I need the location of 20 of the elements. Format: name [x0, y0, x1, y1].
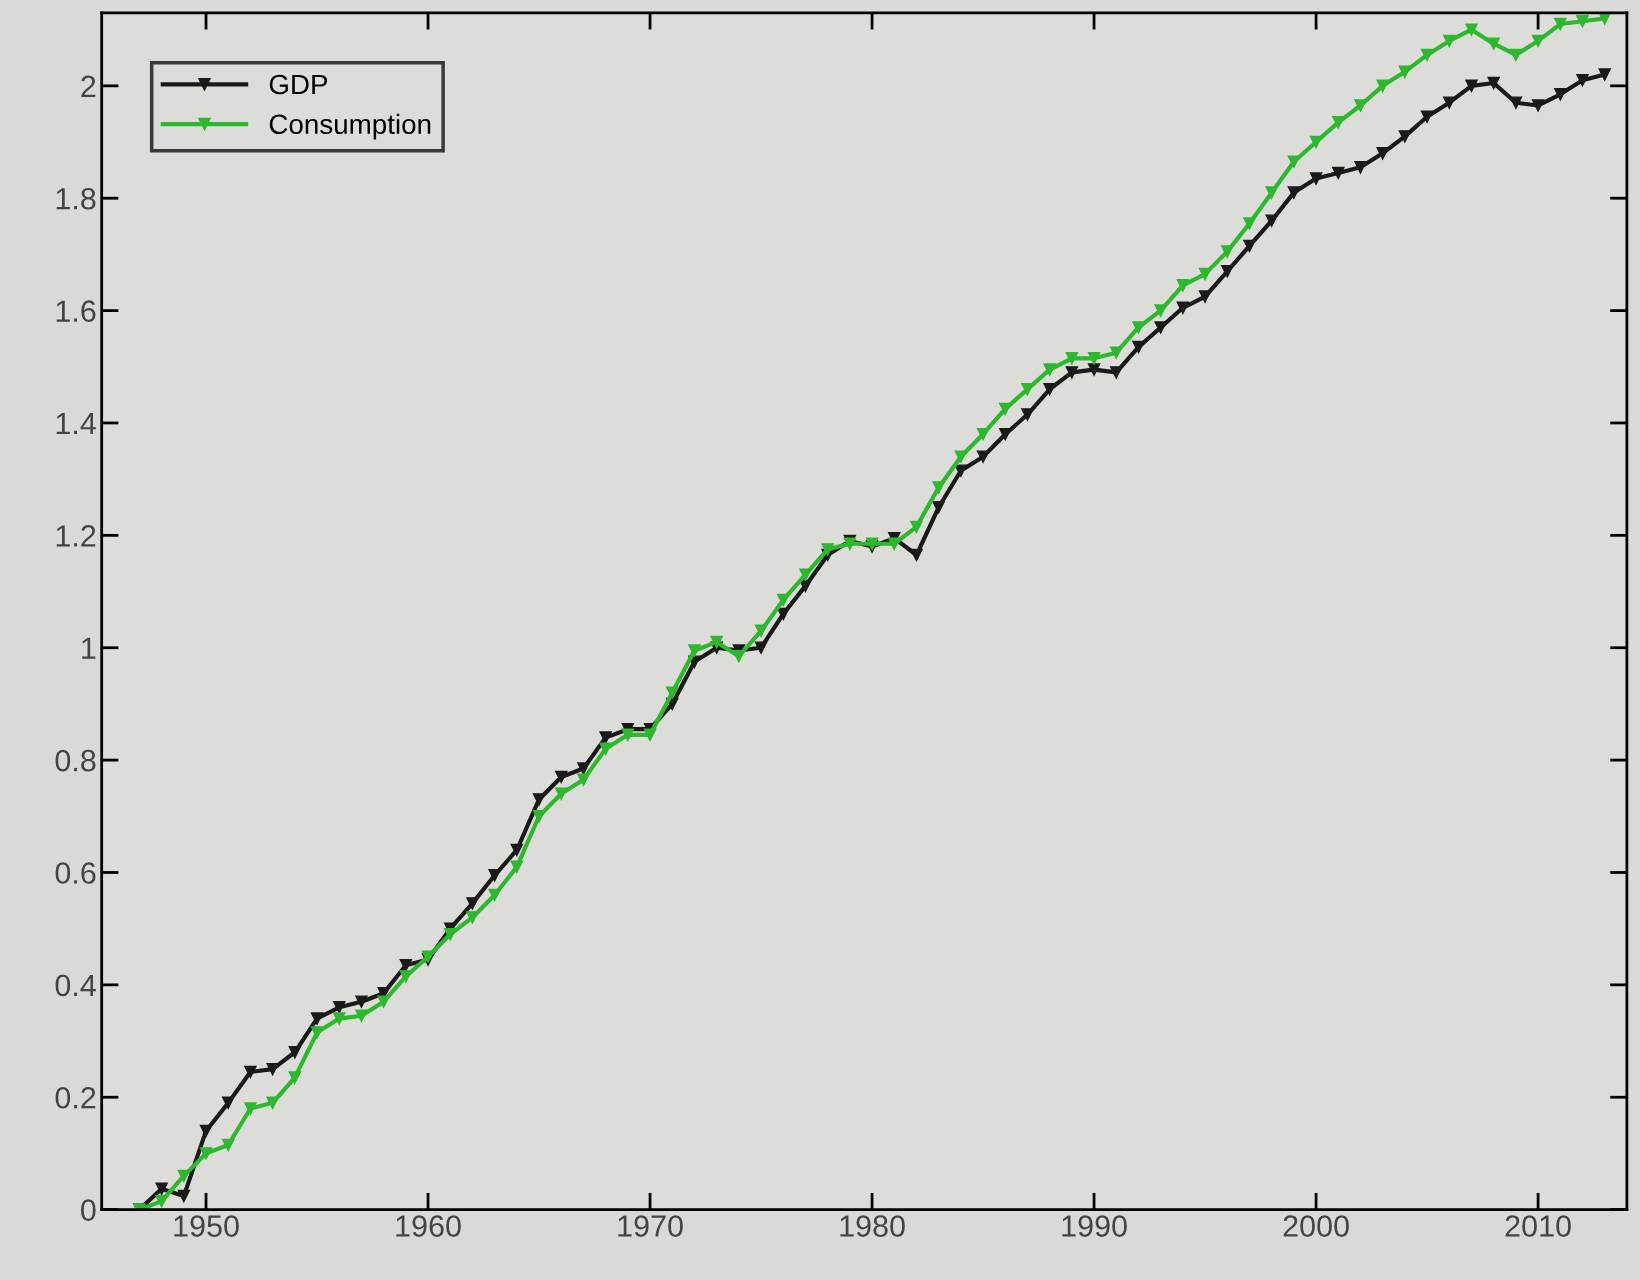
- y-tick-label: 2: [81, 75, 96, 97]
- x-tick-label: 1990: [1062, 1215, 1127, 1237]
- x-tick-label: 2010: [1505, 1215, 1571, 1237]
- x-tick-label: 1980: [840, 1215, 905, 1237]
- x-tick-label: 1950: [174, 1215, 239, 1237]
- y-tick-label: 1.2: [56, 525, 96, 547]
- y-tick-label: 1.6: [56, 300, 96, 322]
- x-tick-label: 1970: [618, 1215, 683, 1237]
- y-tick-label: 0.8: [55, 749, 96, 772]
- legend-label: Consumption: [269, 113, 431, 140]
- y-tick-label: 0: [81, 1199, 96, 1221]
- y-tick-label: 0.6: [55, 862, 96, 884]
- x-tick-label: 1960: [396, 1215, 461, 1237]
- y-tick-label: 1.4: [56, 413, 96, 435]
- y-tick-label: 0.2: [55, 1086, 96, 1109]
- x-tick-label: 2000: [1283, 1215, 1349, 1237]
- y-tick-label: 1.8: [56, 187, 96, 210]
- legend-label: GDP: [269, 74, 328, 95]
- y-tick-label: 1: [82, 637, 96, 659]
- y-tick-label: 0.4: [55, 974, 96, 997]
